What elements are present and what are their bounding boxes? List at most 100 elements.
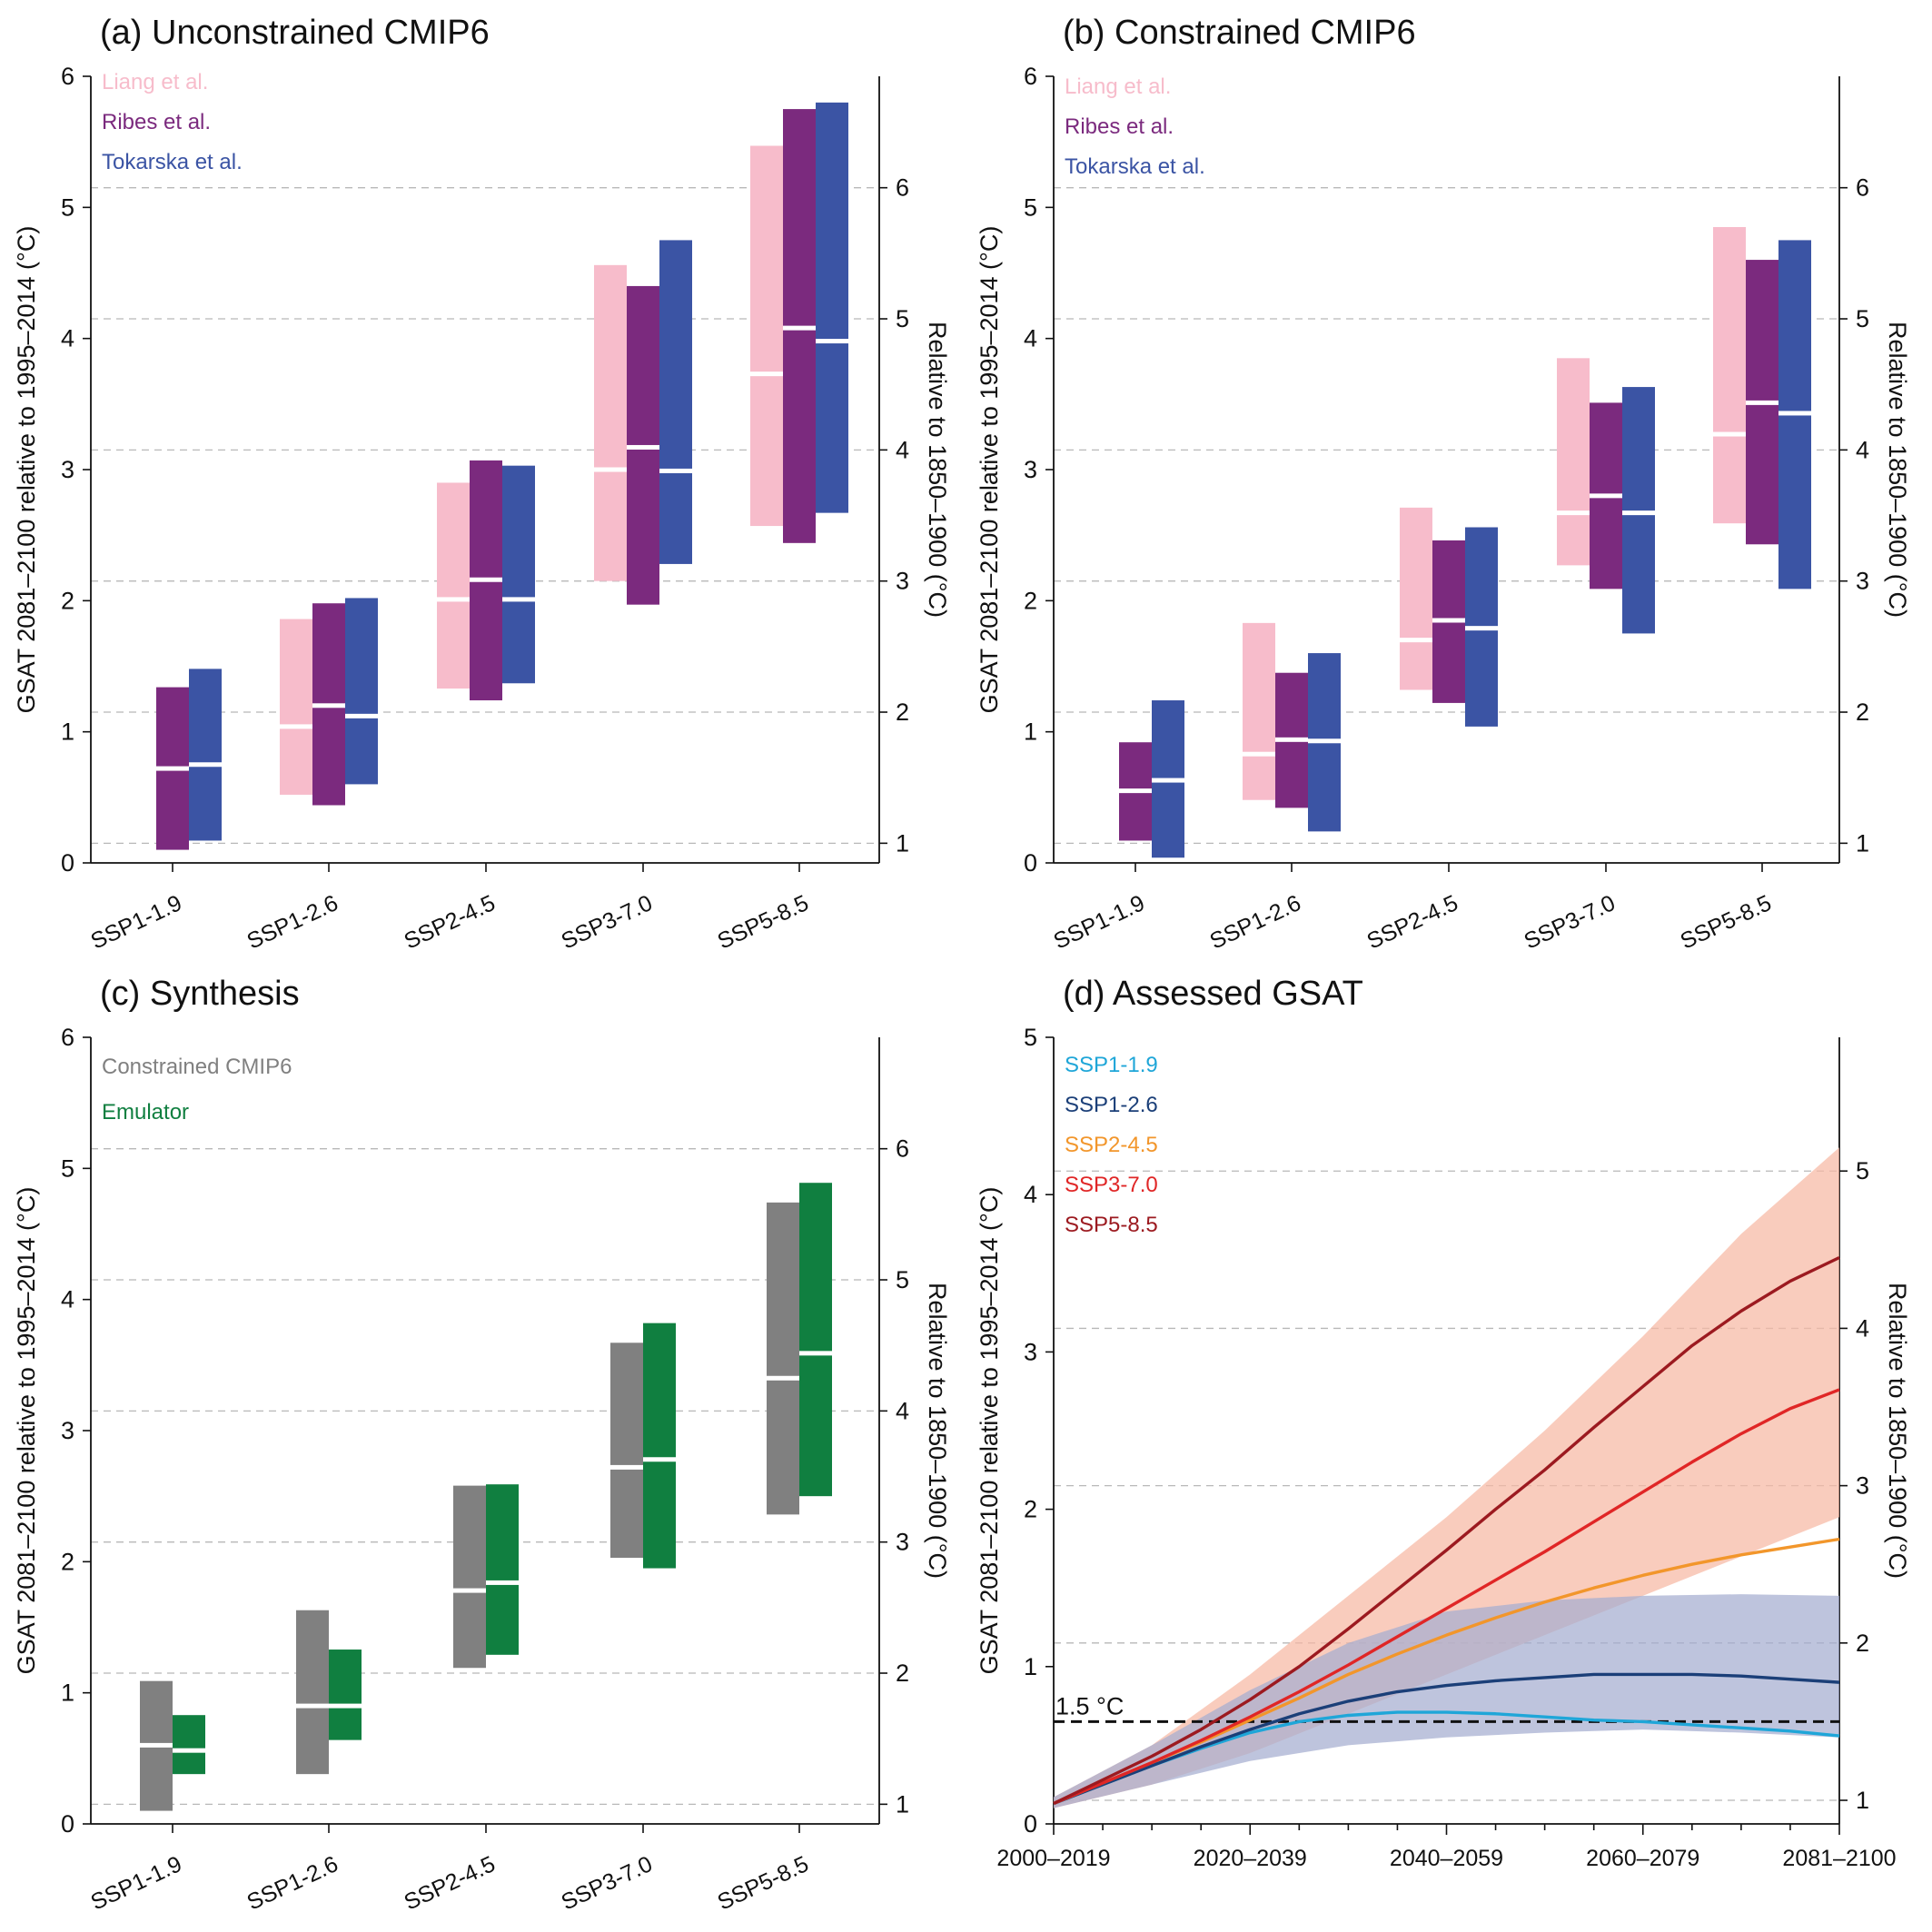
category-label-ssp5-8-5: SSP5-8.5 (714, 1851, 813, 1916)
category-label-ssp2-4-5: SSP2-4.5 (401, 1851, 500, 1916)
median-marker-emulator-ssp5-8-5 (799, 1351, 832, 1356)
category-label-ssp2-4-5: SSP2-4.5 (401, 890, 500, 955)
panel-title: (b) Constrained CMIP6 (1063, 14, 1416, 52)
median-marker-ribes-et-al-ssp1-1-9 (1119, 788, 1152, 794)
median-marker-ribes-et-al-ssp3-7-0 (1590, 493, 1622, 499)
right-tick-label: 3 (896, 1529, 909, 1556)
legend-ribes-et-al: Ribes et al. (1065, 114, 1174, 139)
median-marker-constrained-cmip6-ssp5-8-5 (767, 1375, 799, 1381)
right-tick-label: 6 (896, 1135, 909, 1163)
median-marker-liang-et-al-ssp3-7-0 (594, 467, 627, 472)
median-marker-ribes-et-al-ssp1-1-9 (156, 766, 189, 771)
right-tick-label: 3 (1856, 568, 1869, 595)
bar-tokarska-et-al-ssp2-4-5 (502, 465, 535, 684)
category-label-ssp5-8-5: SSP5-8.5 (714, 890, 813, 955)
y-axis-label: GSAT 2081–2100 relative to 1995–2014 (°C… (976, 226, 1003, 714)
series-line-ssp5-8-5 (1053, 1255, 1840, 1806)
bar-emulator-ssp2-4-5 (486, 1484, 519, 1655)
right-tick-label: 1 (1856, 829, 1869, 857)
legend-constrained-cmip6: Constrained CMIP6 (102, 1055, 292, 1079)
median-marker-tokarska-et-al-ssp3-7-0 (1622, 510, 1655, 516)
left-tick-label: 3 (1024, 1338, 1037, 1365)
left-tick-label: 1 (61, 1679, 74, 1707)
uncertainty-band-high (1054, 1147, 1839, 1808)
x-tick-label: 2081–2100 (1782, 1846, 1896, 1871)
left-tick-label: 0 (1024, 849, 1037, 877)
right-tick-label: 6 (1856, 174, 1869, 202)
y-axis-label-right: Relative to 1850–1900 (°C) (1884, 1283, 1911, 1579)
category-label-ssp2-4-5: SSP2-4.5 (1363, 890, 1462, 955)
median-marker-liang-et-al-ssp2-4-5 (437, 597, 470, 602)
panel-d: 1 2 3 4 5 0 1 2 3 4 5 (d) Assessed GSAT GSAT 2081–21… (976, 975, 1911, 1871)
legend-ribes-et-al: Ribes et al. (102, 110, 211, 134)
right-tick-label: 5 (896, 1266, 909, 1293)
median-marker-emulator-ssp1-2-6 (329, 1703, 362, 1709)
bar-tokarska-et-al-ssp3-7-0 (1622, 387, 1655, 634)
bar-liang-et-al-ssp1-2-6 (1243, 622, 1275, 800)
bar-liang-et-al-ssp3-7-0 (1557, 358, 1590, 566)
median-marker-tokarska-et-al-ssp1-1-9 (189, 762, 222, 768)
median-marker-tokarska-et-al-ssp2-4-5 (1465, 626, 1498, 631)
median-marker-ribes-et-al-ssp5-8-5 (783, 325, 816, 331)
left-tick-label: 1 (1024, 718, 1037, 746)
left-tick-label: 5 (61, 1154, 74, 1182)
right-tick-label: 2 (1856, 698, 1869, 726)
bar-constrained-cmip6-ssp1-2-6 (296, 1610, 329, 1775)
bar-tokarska-et-al-ssp3-7-0 (659, 240, 692, 564)
category-label-ssp5-8-5: SSP5-8.5 (1677, 890, 1776, 955)
left-tick-label: 0 (61, 849, 74, 877)
left-tick-label: 5 (1024, 193, 1037, 221)
bar-tokarska-et-al-ssp1-2-6 (345, 598, 378, 785)
left-tick-label: 2 (1024, 587, 1037, 614)
left-tick-label: 1 (61, 718, 74, 746)
panel-b: 1 2 3 4 5 6 0 1 2 3 4 5 6 (b) Constrained CMIP6 GSAT 2… (976, 14, 1911, 955)
median-marker-liang-et-al-ssp3-7-0 (1557, 510, 1590, 516)
legend-ssp5-8-5: SSP5-8.5 (1065, 1213, 1158, 1237)
median-marker-tokarska-et-al-ssp1-2-6 (1308, 738, 1341, 744)
right-tick-label: 4 (1856, 1314, 1869, 1342)
bar-emulator-ssp1-2-6 (329, 1650, 362, 1740)
median-marker-tokarska-et-al-ssp3-7-0 (659, 468, 692, 473)
median-marker-ribes-et-al-ssp3-7-0 (627, 444, 659, 450)
right-tick-label: 3 (1856, 1472, 1869, 1500)
left-tick-label: 4 (61, 1286, 74, 1313)
y-axis-label-right: Relative to 1850–1900 (°C) (924, 1283, 951, 1579)
legend-ssp2-4-5: SSP2-4.5 (1065, 1133, 1158, 1157)
bar-constrained-cmip6-ssp5-8-5 (767, 1202, 799, 1515)
right-tick-label: 1 (896, 1790, 909, 1818)
left-tick-label: 6 (61, 63, 74, 90)
median-marker-emulator-ssp1-1-9 (173, 1748, 205, 1753)
median-marker-tokarska-et-al-ssp2-4-5 (502, 597, 535, 602)
right-tick-label: 1 (896, 829, 909, 857)
right-tick-label: 5 (1856, 305, 1869, 332)
median-marker-constrained-cmip6-ssp1-1-9 (140, 1742, 173, 1748)
right-tick-label: 5 (1856, 1157, 1869, 1184)
bar-emulator-ssp5-8-5 (799, 1183, 832, 1497)
left-tick-label: 4 (61, 325, 74, 352)
panel-title: (d) Assessed GSAT (1063, 975, 1363, 1013)
median-marker-ribes-et-al-ssp1-2-6 (312, 703, 345, 708)
right-tick-label: 3 (896, 568, 909, 595)
right-tick-label: 4 (1856, 436, 1869, 463)
bar-constrained-cmip6-ssp3-7-0 (610, 1342, 643, 1559)
y-axis-label: GSAT 2081–2100 relative to 1995–2014 (°C… (13, 226, 40, 714)
left-tick-label: 2 (61, 587, 74, 614)
bar-liang-et-al-ssp5-8-5 (750, 145, 783, 527)
panel-title: (a) Unconstrained CMIP6 (100, 14, 490, 52)
bar-constrained-cmip6-ssp2-4-5 (453, 1485, 486, 1669)
legend-tokarska-et-al: Tokarska et al. (1065, 154, 1205, 179)
bar-liang-et-al-ssp1-2-6 (280, 619, 312, 795)
left-tick-label: 0 (61, 1810, 74, 1838)
x-tick-label: 2000–2019 (996, 1846, 1110, 1871)
series-line-ssp1-2-6 (1053, 1672, 1840, 1806)
median-marker-emulator-ssp3-7-0 (643, 1457, 676, 1462)
left-tick-label: 5 (1024, 1024, 1037, 1051)
median-marker-ribes-et-al-ssp5-8-5 (1746, 400, 1778, 405)
right-tick-label: 1 (1856, 1787, 1869, 1814)
left-tick-label: 0 (1024, 1810, 1037, 1838)
x-tick-label: 2020–2039 (1194, 1846, 1307, 1871)
median-marker-liang-et-al-ssp1-2-6 (1243, 751, 1275, 757)
category-label-ssp1-2-6: SSP1-2.6 (243, 1851, 342, 1916)
x-tick-label: 2060–2079 (1586, 1846, 1699, 1871)
left-tick-label: 2 (61, 1548, 74, 1575)
